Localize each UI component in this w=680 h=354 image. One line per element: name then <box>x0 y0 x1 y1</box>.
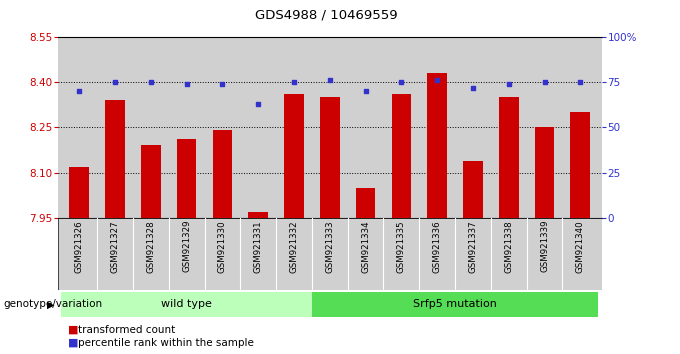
Point <box>396 80 407 85</box>
Bar <box>61 292 312 317</box>
Bar <box>141 145 160 218</box>
Point <box>217 81 228 87</box>
Text: GSM921327: GSM921327 <box>111 220 120 273</box>
Text: GSM921337: GSM921337 <box>469 220 477 273</box>
Bar <box>571 113 590 218</box>
Text: transformed count: transformed count <box>78 325 175 335</box>
Bar <box>320 97 339 218</box>
Text: wild type: wild type <box>161 299 212 309</box>
Text: GSM921332: GSM921332 <box>290 220 299 273</box>
Point <box>468 85 479 91</box>
Bar <box>105 101 125 218</box>
Text: ■: ■ <box>68 338 78 348</box>
Point <box>575 80 585 85</box>
Bar <box>499 97 519 218</box>
Bar <box>213 131 233 218</box>
Point <box>74 88 85 94</box>
Point <box>181 81 192 87</box>
Bar <box>427 73 447 218</box>
Bar <box>312 292 598 317</box>
Text: GSM921329: GSM921329 <box>182 220 191 272</box>
Bar <box>534 127 554 218</box>
Text: GSM921333: GSM921333 <box>325 220 335 273</box>
Text: GSM921336: GSM921336 <box>432 220 442 273</box>
Text: ■: ■ <box>68 325 78 335</box>
Point <box>109 80 120 85</box>
Text: genotype/variation: genotype/variation <box>3 299 103 309</box>
Point <box>324 78 335 83</box>
Point <box>539 80 550 85</box>
Point <box>503 81 514 87</box>
Text: GSM921331: GSM921331 <box>254 220 262 273</box>
Bar <box>392 95 411 218</box>
Text: GSM921340: GSM921340 <box>576 220 585 273</box>
Text: GSM921335: GSM921335 <box>397 220 406 273</box>
Bar <box>177 139 197 218</box>
Text: GDS4988 / 10469559: GDS4988 / 10469559 <box>255 9 398 22</box>
Bar <box>248 212 268 218</box>
Point <box>288 80 299 85</box>
Text: Srfp5 mutation: Srfp5 mutation <box>413 299 497 309</box>
Text: GSM921328: GSM921328 <box>146 220 155 273</box>
Point <box>432 78 443 83</box>
Text: GSM921326: GSM921326 <box>75 220 84 273</box>
Bar <box>356 188 375 218</box>
Text: ▶: ▶ <box>47 299 55 309</box>
Point <box>253 101 264 107</box>
Bar <box>463 161 483 218</box>
Text: GSM921338: GSM921338 <box>505 220 513 273</box>
Bar <box>284 95 304 218</box>
Text: GSM921330: GSM921330 <box>218 220 227 273</box>
Bar <box>69 167 89 218</box>
Text: percentile rank within the sample: percentile rank within the sample <box>78 338 254 348</box>
Point <box>146 80 156 85</box>
Point <box>360 88 371 94</box>
Text: GSM921334: GSM921334 <box>361 220 370 273</box>
Text: GSM921339: GSM921339 <box>540 220 549 272</box>
